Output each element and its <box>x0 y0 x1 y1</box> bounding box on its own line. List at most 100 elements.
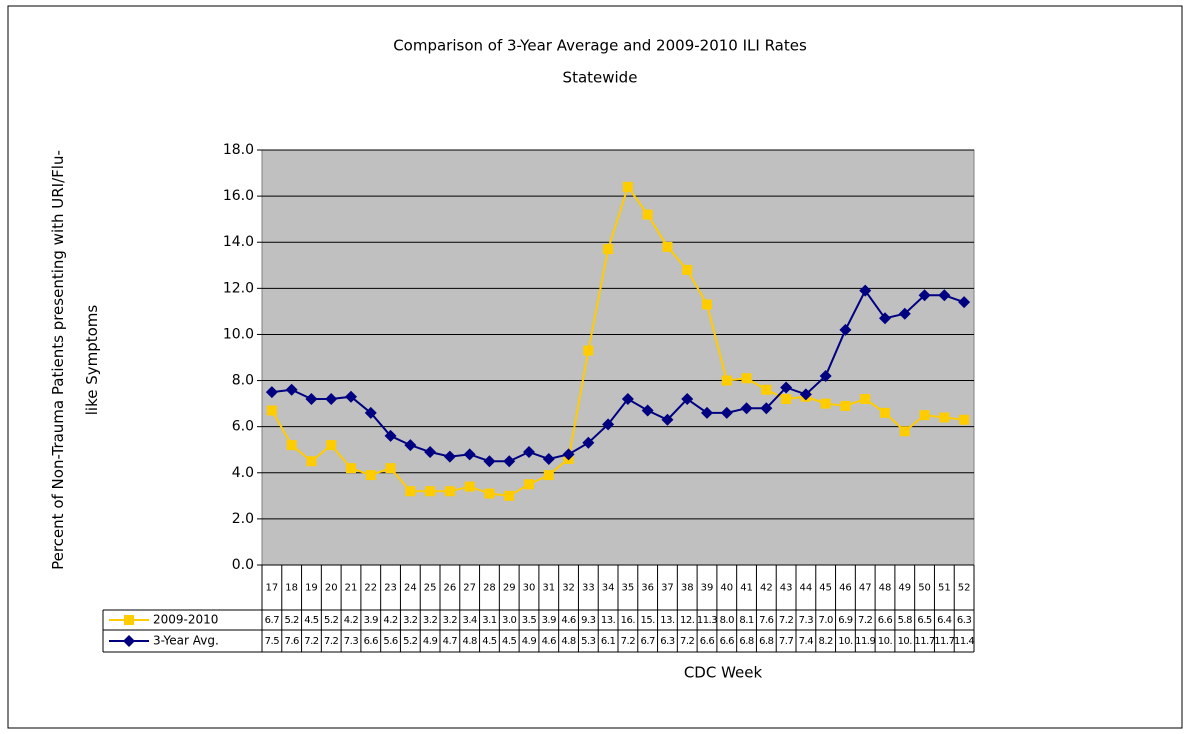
marker <box>819 369 832 382</box>
marker <box>326 440 337 451</box>
x-tick-label: 18 <box>285 583 298 594</box>
marker <box>562 448 575 461</box>
marker <box>721 375 732 386</box>
data-label: 6.6 <box>878 615 893 626</box>
x-tick-label: 34 <box>602 583 615 594</box>
data-label: 11.9 <box>855 636 875 647</box>
data-label: 4.6 <box>542 636 557 647</box>
data-label: 5.8 <box>898 615 913 626</box>
marker <box>860 394 871 404</box>
marker <box>939 412 950 423</box>
marker <box>899 426 910 437</box>
data-label: 5.2 <box>284 615 299 626</box>
marker <box>681 393 694 405</box>
marker <box>602 418 615 431</box>
data-label: 11.7 <box>914 636 934 647</box>
x-tick-label: 31 <box>542 583 555 594</box>
marker <box>720 406 733 419</box>
marker <box>443 450 456 463</box>
x-tick-label: 48 <box>879 583 892 594</box>
marker <box>444 486 455 497</box>
x-tick-label: 25 <box>424 583 437 594</box>
marker <box>799 388 812 401</box>
data-label: 6.3 <box>660 636 675 647</box>
x-tick-label: 49 <box>898 583 911 594</box>
data-label: 6.9 <box>838 615 853 626</box>
x-axis-title: CDC Week <box>684 664 763 682</box>
data-label: 16. <box>621 615 636 626</box>
x-tick-label: 51 <box>938 583 951 594</box>
marker <box>761 384 772 395</box>
data-label: 7.2 <box>680 636 695 647</box>
marker <box>662 241 673 252</box>
y-axis-title-box: Percent of Non-Trauma Patients presentin… <box>49 150 101 570</box>
marker <box>286 440 297 451</box>
marker <box>365 470 376 481</box>
data-label: 5.2 <box>403 636 418 647</box>
x-tick-label: 46 <box>839 583 852 594</box>
marker <box>958 296 971 309</box>
data-label: 8.0 <box>720 615 735 626</box>
chart-subtitle: Statewide <box>563 69 638 87</box>
marker <box>682 264 693 275</box>
data-label: 3.0 <box>502 615 517 626</box>
y-tick-label: 10.0 <box>223 326 254 342</box>
marker <box>622 181 633 192</box>
data-label: 9.3 <box>581 615 596 626</box>
marker <box>760 402 773 415</box>
marker <box>345 390 357 403</box>
y-tick-label: 8.0 <box>232 373 254 389</box>
marker <box>583 345 594 356</box>
data-label: 3.2 <box>403 615 418 626</box>
data-label: 3.4 <box>462 615 477 626</box>
y-tick-label: 2.0 <box>232 511 254 527</box>
y-tick-label: 6.0 <box>232 419 254 435</box>
marker <box>820 398 831 409</box>
x-tick-label: 39 <box>701 583 714 594</box>
marker <box>621 393 634 405</box>
data-label: 11.4 <box>954 636 974 647</box>
legend-label: 2009-2010 <box>153 613 218 627</box>
data-label: 6.1 <box>601 636 616 647</box>
data-label: 7.6 <box>759 615 774 626</box>
marker <box>661 413 674 426</box>
x-tick-label: 32 <box>562 583 575 594</box>
data-label: 4.7 <box>443 636 458 647</box>
y-axis-title: Percent of Non-Trauma Patients presentin… <box>49 150 101 570</box>
x-tick-label: 33 <box>582 583 595 594</box>
data-label: 6.7 <box>265 615 280 626</box>
marker <box>542 452 555 465</box>
marker <box>582 436 595 449</box>
y-tick-label: 4.0 <box>232 465 254 481</box>
marker <box>919 410 930 421</box>
legend-label: 3-Year Avg. <box>153 634 219 648</box>
x-tick-label: 35 <box>622 583 635 594</box>
marker <box>484 488 495 499</box>
data-label: 10. <box>878 636 893 647</box>
data-label: 7.2 <box>621 636 636 647</box>
data-label: 6.5 <box>917 615 932 626</box>
marker <box>859 284 872 297</box>
x-tick-label: 36 <box>641 583 654 594</box>
x-tick-label: 20 <box>325 583 338 594</box>
marker <box>959 414 970 425</box>
data-label: 3.2 <box>423 615 438 626</box>
marker <box>483 455 496 468</box>
marker <box>364 406 377 419</box>
data-label: 4.2 <box>344 615 359 626</box>
chart-title: Comparison of 3-Year Average and 2009-20… <box>393 37 807 55</box>
data-label: 7.5 <box>265 636 280 647</box>
plot-area <box>261 149 975 566</box>
data-label: 3.9 <box>542 615 557 626</box>
data-label: 6.7 <box>640 636 655 647</box>
marker <box>404 439 417 452</box>
marker <box>385 463 396 474</box>
y-tick-label: 14.0 <box>223 234 254 250</box>
marker <box>384 429 397 442</box>
data-label: 7.2 <box>858 615 873 626</box>
data-label: 4.9 <box>423 636 438 647</box>
marker <box>918 289 931 302</box>
x-tick-label: 42 <box>760 583 773 594</box>
data-label: 7.0 <box>818 615 833 626</box>
x-tick-label: 21 <box>345 583 358 594</box>
